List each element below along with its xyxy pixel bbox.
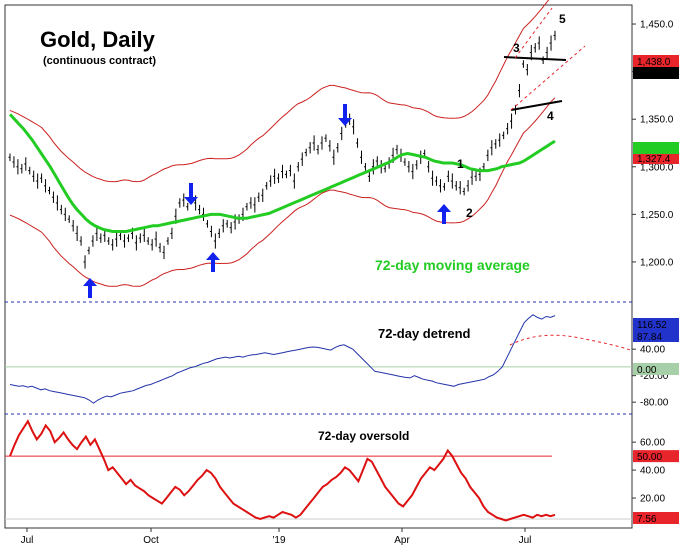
price-bars (8, 30, 556, 269)
y-tick-label: 1,350.0 (640, 115, 674, 126)
y-tick-label: 1,250.0 (640, 210, 674, 221)
oversold-panel: 60.00 40.00 20.00 50.00 7.56 (5, 419, 679, 525)
wave-label-4: 4 (547, 109, 554, 123)
x-axis-ticks: Jul Oct '19 Apr Jul (21, 528, 532, 546)
price-labels: 1,438.01,426.7 1,327.4 (633, 55, 679, 165)
ma-annotation: 72-day moving average (375, 257, 530, 273)
x-tick-label: Oct (143, 535, 159, 546)
oversold-label-box (633, 450, 679, 463)
up-arrow-icon (437, 204, 451, 224)
wave-label-2: 2 (466, 206, 473, 220)
wave-label-3: 3 (513, 41, 520, 55)
triangle-upper-line (503, 56, 567, 61)
detrend-label-box (633, 363, 679, 375)
y-tick-label: 60.00 (640, 438, 665, 449)
up-arrow-icon (206, 252, 220, 272)
detrend-label-text: 0.00 (637, 365, 657, 376)
y-tick-label: 20.00 (640, 494, 665, 505)
price-label-text: 1,438.0 (637, 57, 671, 68)
price-label-box (633, 152, 679, 164)
down-arrow-icon (338, 104, 352, 126)
detrend-projection (509, 334, 631, 351)
moving-average-line (8, 113, 556, 233)
detrend-label-box (633, 318, 679, 330)
y-tick-label: 1,300.0 (640, 162, 674, 173)
x-tick-label: Jul (519, 535, 532, 546)
price-label-box (633, 55, 679, 67)
price-label-box (633, 142, 679, 154)
price-label-text: 1,426.7 (637, 69, 671, 80)
chart-title: Gold, Daily (40, 27, 156, 52)
x-tick-label: Jul (21, 535, 34, 546)
detrend-annotation: 72-day detrend (378, 326, 471, 341)
oversold-label-box (633, 512, 679, 524)
wave-label-5: 5 (559, 12, 566, 26)
detrend-label-box (633, 330, 679, 342)
oversold-label-text: 7.56 (637, 514, 657, 525)
y-tick-label: -80.00 (640, 398, 669, 409)
oversold-annotation: 72-day oversold (318, 429, 409, 443)
projection-lower-dashed (510, 45, 586, 111)
y-tick-label: 1,200.0 (640, 257, 674, 268)
oversold-label-text: 50.00 (637, 452, 662, 463)
detrend-label-text: 87.84 (637, 332, 662, 343)
y-tick-label: -20.00 (640, 371, 669, 382)
detrend-label-text: 116.52 (637, 320, 667, 331)
x-tick-label: Apr (394, 535, 410, 546)
y-tick-label: 40.00 (640, 466, 665, 477)
envelope-bands (9, 0, 556, 287)
y-tick-label: 40.00 (640, 345, 665, 356)
upper-band-line (9, 0, 550, 183)
lower-band-line (9, 97, 556, 287)
up-arrow-icon (83, 278, 97, 298)
y-tick-label: 1,450.0 (640, 20, 674, 31)
projection-upper-dashed (514, 7, 553, 59)
down-arrow-icon (184, 183, 198, 205)
chart-subtitle: (continuous contract) (43, 55, 156, 67)
oversold-series (9, 419, 556, 522)
price-label-box (633, 67, 679, 79)
wave-label-1: 1 (457, 157, 464, 171)
detrend-series (9, 314, 556, 404)
price-label-text: 1,327.4 (637, 154, 671, 165)
triangle-lower-line (510, 100, 563, 111)
x-tick-label: '19 (272, 535, 285, 546)
moving-average-series (8, 113, 556, 233)
